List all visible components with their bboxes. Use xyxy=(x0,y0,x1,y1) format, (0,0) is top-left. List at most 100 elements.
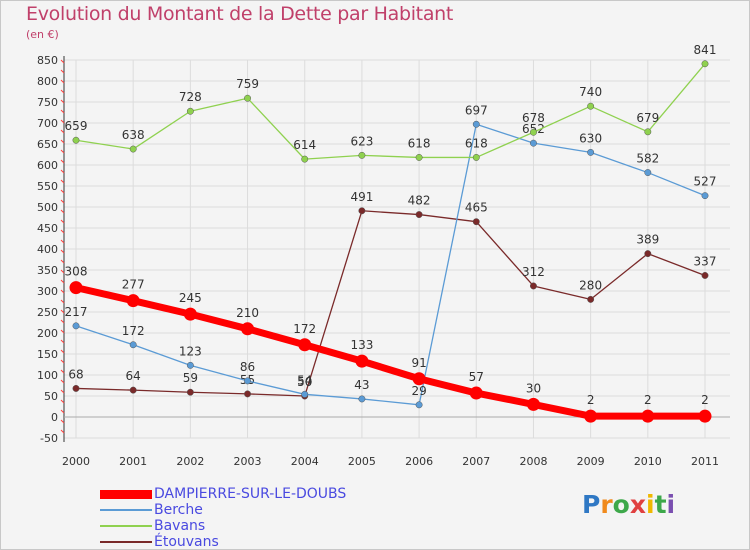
data-label-0: 2 xyxy=(587,393,595,407)
series-point-0 xyxy=(526,397,540,411)
axis-dash xyxy=(60,389,65,394)
data-label-1: 697 xyxy=(465,103,488,117)
series-point-3 xyxy=(701,272,709,279)
data-label-2: 659 xyxy=(65,119,88,133)
x-tick-label: 2010 xyxy=(634,455,662,468)
proxiti-logo: Proxiti xyxy=(582,490,675,519)
y-tick-label: 750 xyxy=(37,96,58,109)
axis-dash xyxy=(60,139,65,144)
chart-title: Evolution du Montant de la Dette par Hab… xyxy=(26,3,454,25)
y-tick-label: 550 xyxy=(37,180,58,193)
series-point-2 xyxy=(72,136,80,144)
series-point-2 xyxy=(244,94,251,102)
data-label-0: 172 xyxy=(293,322,316,336)
data-label-3: 312 xyxy=(522,265,545,279)
data-label-1: 86 xyxy=(240,360,255,374)
series-point-1 xyxy=(72,322,80,330)
data-label-1: 43 xyxy=(354,378,369,392)
data-label-1: 527 xyxy=(694,175,717,189)
unit-label: (en €) xyxy=(26,28,59,41)
logo-letter: P xyxy=(582,490,601,519)
logo-letter: r xyxy=(600,490,613,519)
series-line-3 xyxy=(75,210,706,397)
data-label-2: 728 xyxy=(179,90,202,104)
axis-dash xyxy=(60,429,65,434)
data-label-0: 277 xyxy=(122,278,145,292)
y-tick-label: -50 xyxy=(40,432,58,445)
data-label-0: 30 xyxy=(526,381,541,395)
series-point-0 xyxy=(698,409,712,423)
series-point-2 xyxy=(587,102,595,110)
x-tick-label: 2007 xyxy=(462,455,490,468)
series-point-3 xyxy=(415,211,423,219)
axis-dash xyxy=(60,89,65,94)
legend-label-bavans: Bavans xyxy=(154,518,206,534)
data-label-1: 630 xyxy=(579,131,602,145)
legend-swatch-bavans xyxy=(100,525,152,527)
series-point-2 xyxy=(129,145,137,153)
data-label-2: 679 xyxy=(636,111,659,125)
y-tick-label: 500 xyxy=(37,201,58,214)
series-point-3 xyxy=(129,386,137,394)
y-tick-label: 700 xyxy=(37,117,58,130)
data-label-2: 678 xyxy=(522,111,545,125)
x-tick-label: 2001 xyxy=(119,455,147,468)
data-label-2: 759 xyxy=(236,77,259,91)
series-point-0 xyxy=(126,294,140,308)
series-point-0 xyxy=(241,322,255,336)
data-label-1: 217 xyxy=(65,305,88,319)
axis-dash xyxy=(60,119,65,124)
logo-letter: x xyxy=(629,490,646,519)
x-tick-label: 2009 xyxy=(577,455,605,468)
logo-letter: o xyxy=(612,490,630,519)
legend-label-dampierre: DAMPIERRE-SUR-LE-DOUBS xyxy=(154,486,347,502)
series-point-1 xyxy=(186,361,194,369)
x-tick-label: 2011 xyxy=(691,455,719,468)
axis-dash xyxy=(60,349,65,354)
y-tick-label: 850 xyxy=(37,54,58,67)
axis-dash xyxy=(60,129,65,134)
data-label-0: 210 xyxy=(236,306,259,320)
y-tick-label: 50 xyxy=(44,390,58,403)
series-point-2 xyxy=(415,153,423,161)
axis-dash xyxy=(60,419,65,424)
series-point-0 xyxy=(412,372,426,386)
series-point-3 xyxy=(530,282,537,290)
legend-label-etouvans: Étouvans xyxy=(154,534,219,550)
axis-dash xyxy=(60,99,65,104)
series-point-2 xyxy=(358,151,366,159)
data-label-2: 841 xyxy=(694,43,717,57)
data-label-1: 29 xyxy=(411,384,426,398)
y-tick-label: 650 xyxy=(37,138,58,151)
axis-dash xyxy=(60,279,65,284)
data-label-3: 50 xyxy=(297,375,312,389)
series-line-1 xyxy=(75,123,706,406)
y-tick-label: 450 xyxy=(37,222,58,235)
x-tick-label: 2003 xyxy=(234,455,262,468)
series-point-1 xyxy=(530,139,537,147)
series-point-2 xyxy=(186,107,194,115)
axis-dash xyxy=(60,149,65,154)
axis-dash xyxy=(60,399,65,404)
logo-letter: i xyxy=(646,490,655,519)
series-point-3 xyxy=(186,388,194,396)
y-tick-label: 800 xyxy=(37,75,58,88)
y-tick-label: 350 xyxy=(37,264,58,277)
axis-dash xyxy=(60,209,65,214)
data-label-3: 59 xyxy=(183,371,198,385)
axis-dash xyxy=(60,179,65,184)
x-tick-label: 2008 xyxy=(519,455,547,468)
legend-swatch-etouvans xyxy=(100,541,152,543)
series-point-3 xyxy=(587,295,595,303)
series-point-3 xyxy=(644,250,652,258)
series-point-2 xyxy=(530,128,537,136)
data-label-1: 54 xyxy=(297,373,312,387)
y-tick-label: 150 xyxy=(37,348,58,361)
data-label-0: 133 xyxy=(350,338,373,352)
data-label-2: 638 xyxy=(122,128,145,142)
axis-dash xyxy=(60,159,65,164)
x-tick-label: 2005 xyxy=(348,455,376,468)
data-label-1: 582 xyxy=(636,152,659,166)
axis-dash xyxy=(60,319,65,324)
